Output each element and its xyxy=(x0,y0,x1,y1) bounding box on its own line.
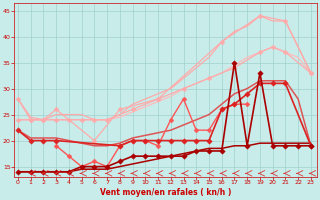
X-axis label: Vent moyen/en rafales ( kn/h ): Vent moyen/en rafales ( kn/h ) xyxy=(100,188,231,197)
